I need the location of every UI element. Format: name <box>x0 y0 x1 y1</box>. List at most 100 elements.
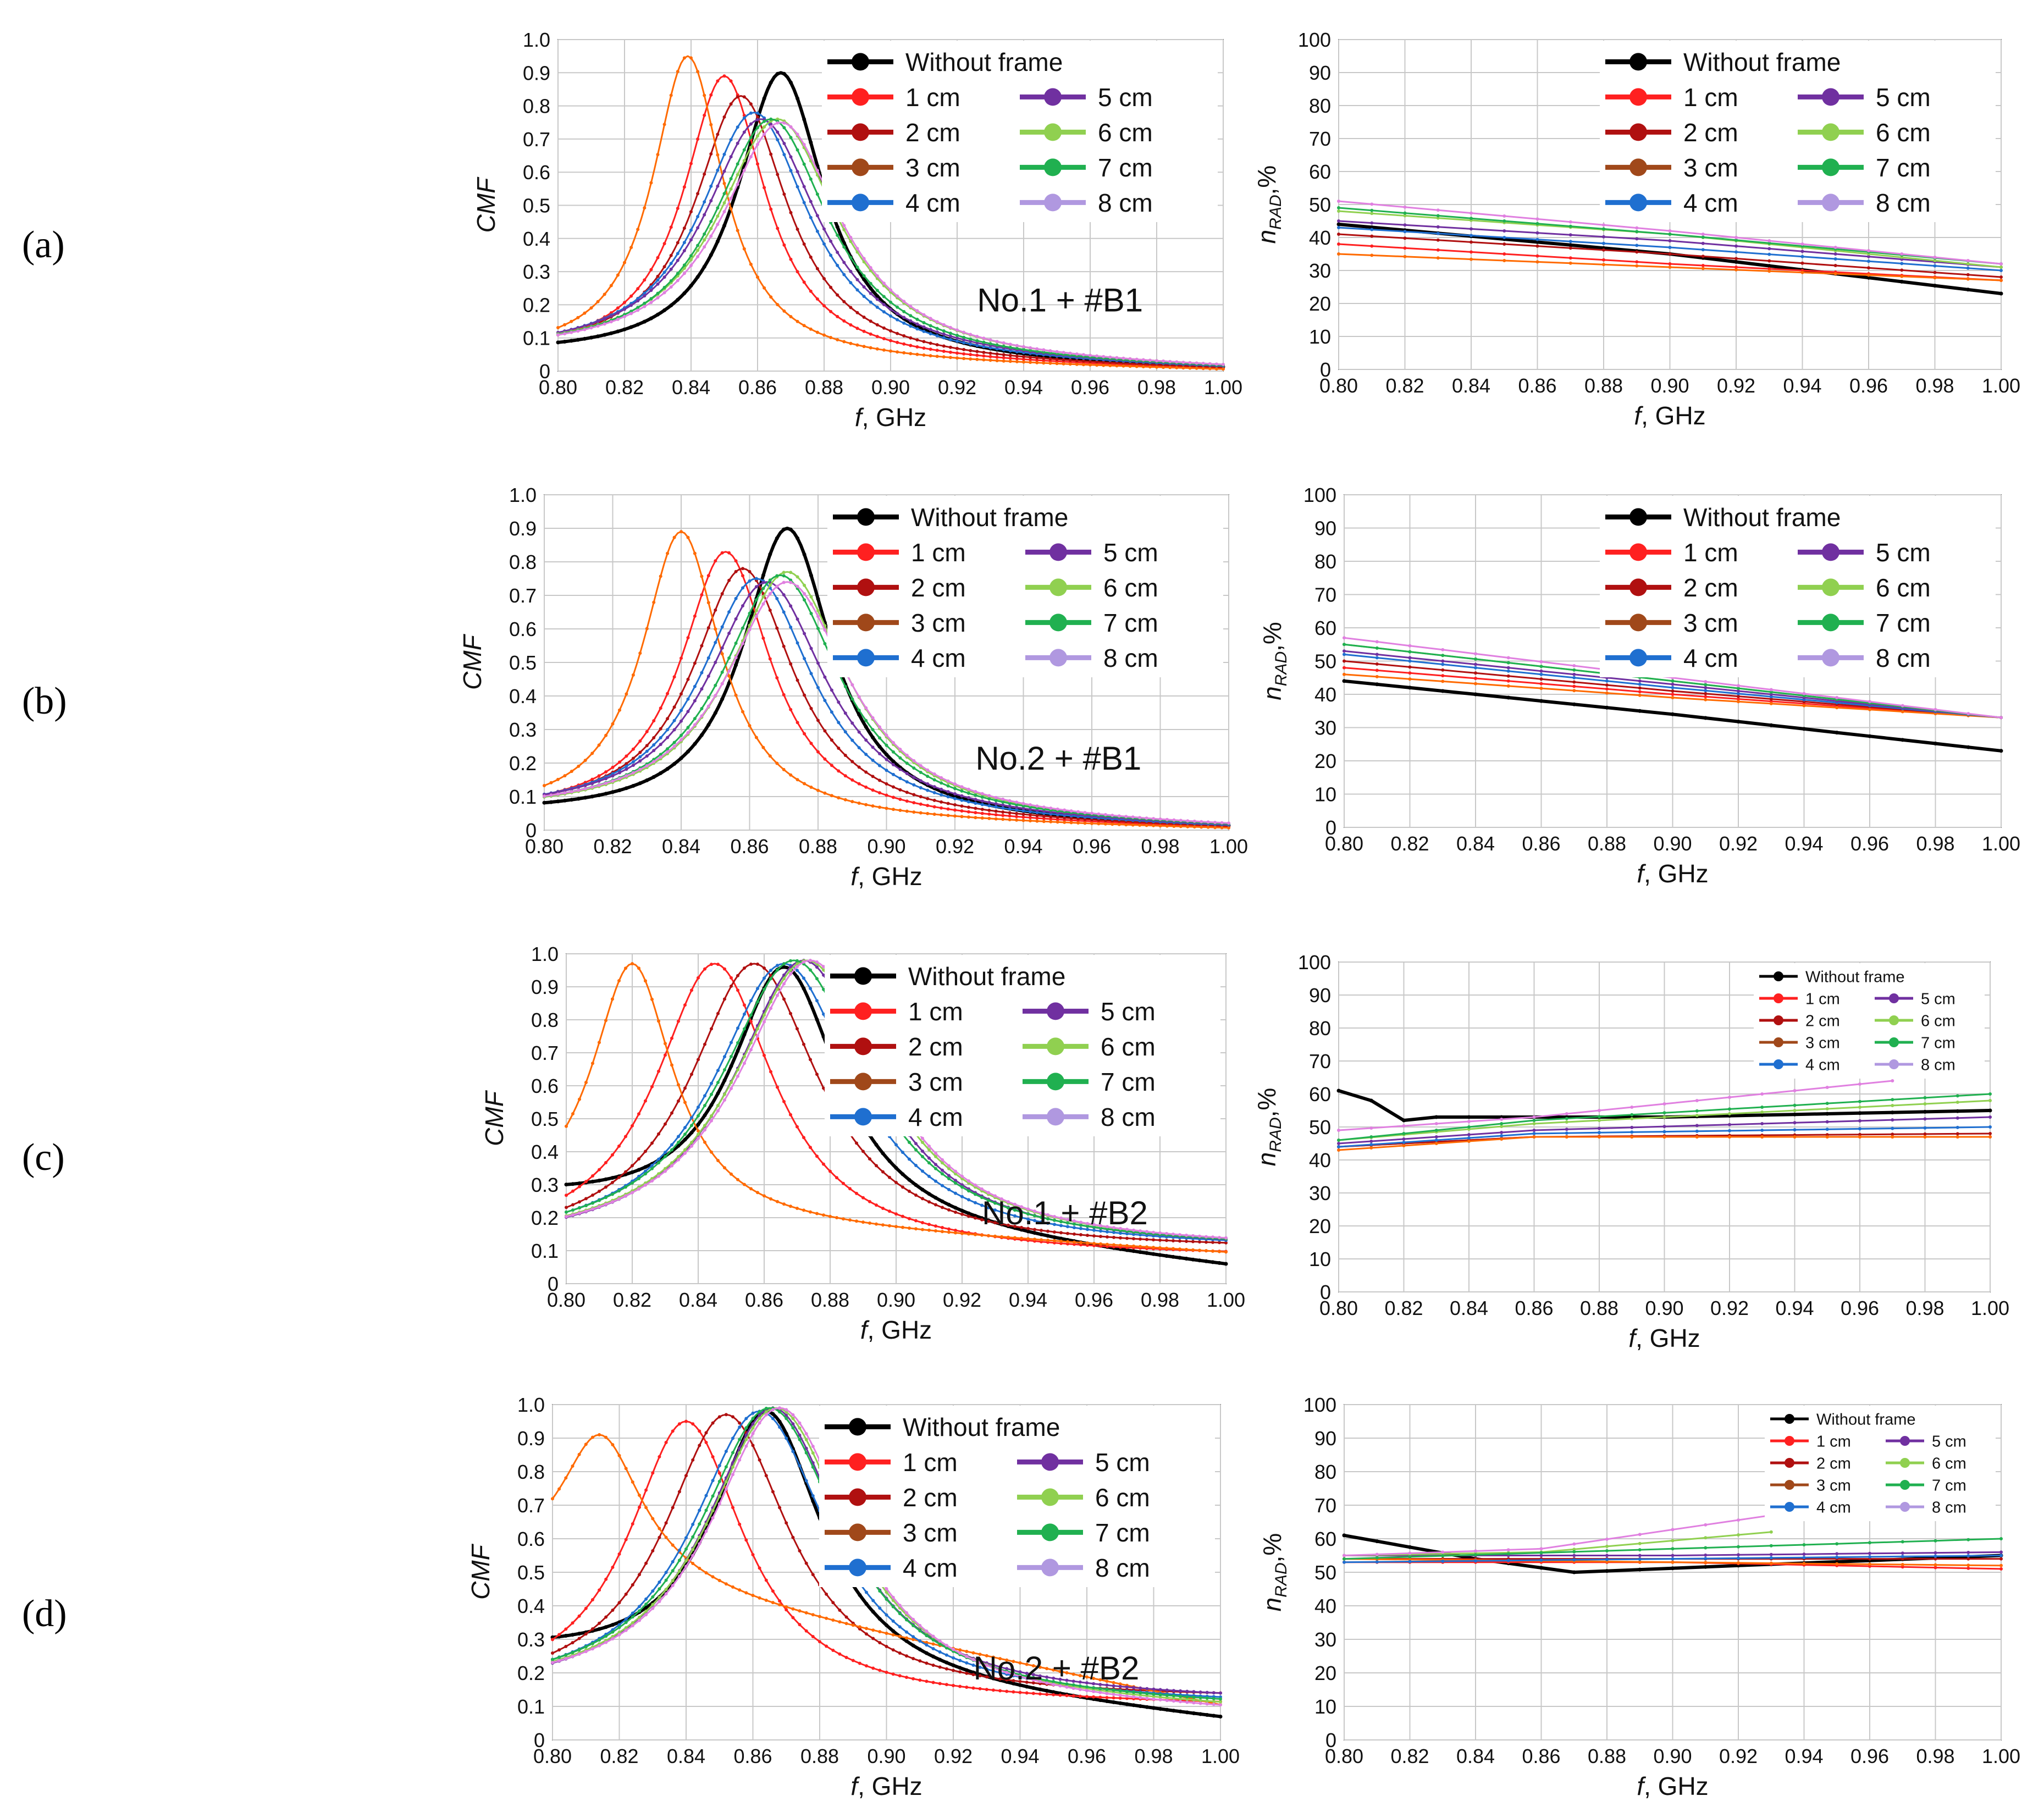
data-point <box>709 93 713 97</box>
data-point <box>715 239 720 244</box>
data-point <box>809 706 813 710</box>
data-point <box>1767 267 1771 270</box>
data-point <box>672 535 676 539</box>
data-point <box>831 1649 835 1652</box>
data-point <box>638 1505 641 1509</box>
data-point <box>670 1161 673 1165</box>
data-point <box>1059 1216 1063 1220</box>
data-point <box>843 798 847 802</box>
x-axis-label: f, GHz <box>1637 1772 1708 1800</box>
data-point <box>842 1217 845 1221</box>
data-point <box>1172 1709 1176 1713</box>
data-point <box>677 1154 680 1158</box>
y-axis-label: CMF <box>480 1090 509 1146</box>
data-point <box>741 642 744 645</box>
legend-label: 3 cm <box>911 609 966 637</box>
data-point <box>1008 799 1012 803</box>
data-point <box>802 552 806 556</box>
data-point <box>716 214 720 218</box>
data-point <box>758 1413 761 1417</box>
data-point <box>631 784 636 788</box>
data-point <box>843 711 847 715</box>
data-point <box>645 778 649 782</box>
data-point <box>1532 1129 1536 1132</box>
legend-label: 8 cm <box>1103 644 1158 672</box>
data-point <box>958 1684 962 1688</box>
data-point <box>782 142 786 145</box>
data-point <box>720 592 724 595</box>
legend-label: 5 cm <box>1095 1448 1150 1477</box>
data-point <box>589 335 593 340</box>
data-point <box>1701 264 1705 267</box>
x-tick-label: 0.86 <box>738 376 777 399</box>
data-point <box>720 682 724 686</box>
x-axis-label: f, GHz <box>855 403 926 432</box>
data-point <box>591 1207 594 1211</box>
data-point <box>591 1174 594 1178</box>
data-point <box>947 1230 951 1234</box>
data-point <box>1734 244 1738 248</box>
data-point <box>1102 363 1106 367</box>
data-point <box>1565 1112 1568 1115</box>
data-point <box>644 1169 647 1173</box>
y-tick-label: 0.4 <box>523 228 550 250</box>
data-point <box>1001 810 1005 814</box>
data-point <box>919 802 922 806</box>
data-point <box>603 322 606 326</box>
data-point <box>935 320 939 324</box>
data-point <box>991 1666 995 1670</box>
data-point <box>716 1091 720 1096</box>
data-point <box>791 1607 795 1611</box>
data-point <box>596 334 600 339</box>
data-point <box>1835 706 1839 710</box>
data-point <box>782 962 786 966</box>
data-point <box>1734 250 1738 254</box>
chart-annotation: No.1 + #B2 <box>982 1195 1148 1231</box>
data-point <box>1119 1244 1122 1247</box>
data-point <box>703 967 706 971</box>
data-point <box>664 1521 668 1525</box>
data-point <box>927 1161 931 1165</box>
data-point <box>645 744 649 748</box>
data-point <box>938 1682 942 1686</box>
data-point <box>716 1109 720 1113</box>
data-point <box>816 609 820 612</box>
data-point <box>811 1573 815 1577</box>
data-point <box>960 1195 964 1198</box>
x-tick-label: 0.96 <box>1850 1745 1889 1767</box>
data-point <box>861 1220 865 1224</box>
data-point <box>1204 1259 1208 1263</box>
data-point <box>758 1410 761 1414</box>
data-point <box>1470 250 1473 254</box>
data-point <box>944 1646 948 1650</box>
data-point <box>1825 1086 1829 1089</box>
data-point <box>722 210 726 214</box>
data-point <box>763 132 766 136</box>
data-point <box>637 1157 640 1161</box>
data-point <box>1901 704 1904 708</box>
data-point <box>1015 818 1019 822</box>
data-point <box>1165 1246 1168 1250</box>
data-point <box>902 316 906 319</box>
data-point <box>974 798 977 802</box>
data-point <box>727 681 731 686</box>
data-point <box>716 1081 720 1084</box>
data-point <box>565 1206 568 1209</box>
data-point <box>1073 1219 1076 1223</box>
data-point <box>1059 1239 1063 1243</box>
data-point <box>677 1422 681 1426</box>
data-point <box>971 1664 975 1667</box>
data-point <box>791 1450 795 1454</box>
data-point <box>1020 1236 1023 1240</box>
data-point <box>851 1659 855 1662</box>
data-point <box>844 1656 848 1659</box>
data-point <box>953 797 957 800</box>
data-point <box>803 592 806 595</box>
data-point <box>741 604 744 607</box>
data-point <box>1092 1690 1096 1693</box>
data-point <box>809 959 812 962</box>
data-point <box>954 1191 957 1195</box>
data-point <box>689 56 693 60</box>
data-point <box>1891 1098 1894 1102</box>
